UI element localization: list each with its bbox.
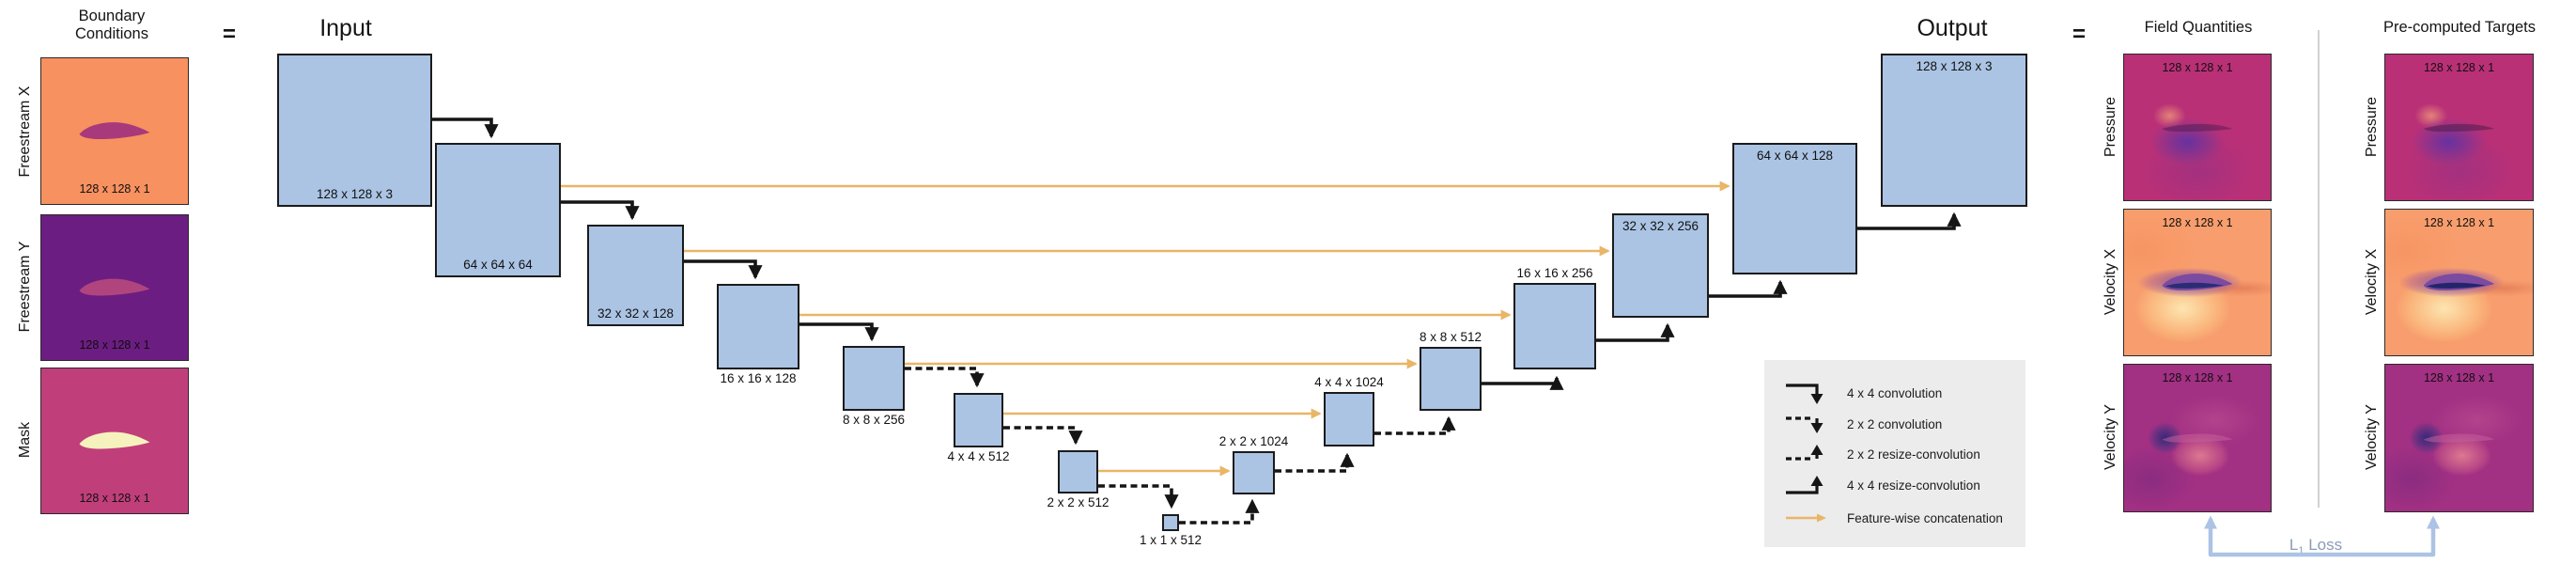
image-dims: 128 x 128 x 1 [2162, 371, 2233, 384]
fq-pressure-label: Pressure [2103, 96, 2118, 158]
conv2x2-arrow-icon [1786, 416, 1823, 433]
equals-sign-right: = [2072, 22, 2087, 47]
image-dims: 128 x 128 x 1 [2162, 61, 2233, 74]
airfoil-shape [79, 431, 150, 449]
pt-pressure-image: 128 x 128 x 1 [2384, 54, 2534, 201]
output-title: Output [1916, 15, 1988, 41]
pt-velocity-x-label: Velocity X [2364, 248, 2380, 316]
fq-pressure-image: 128 x 128 x 1 [2123, 54, 2272, 201]
legend-item-conv2x2: 2 x 2 convolution [1781, 411, 1942, 437]
freestream-x-image: 128 x 128 x 1 [40, 57, 189, 205]
precomputed-targets-title: Pre-computed Targets [2382, 19, 2537, 36]
legend-item-resize-conv2x2: 2 x 2 resize-convolution [1781, 441, 1980, 467]
airfoil-shape [2423, 433, 2495, 443]
airfoil-shape [2423, 123, 2495, 133]
conv2x2-arrows [905, 367, 1179, 509]
unet-block-dec-2x2x1024: 2 x 2 x 1024 [1219, 434, 1288, 494]
image-dims: 128 x 128 x 1 [2423, 216, 2495, 229]
airfoil-shape [79, 122, 150, 140]
mask-image: 128 x 128 x 1 [40, 368, 189, 514]
input-title: Input [319, 15, 372, 41]
image-dims: 128 x 128 x 1 [2423, 61, 2495, 74]
concat-arrow-icon [1786, 513, 1826, 523]
airfoil-shape [2162, 123, 2233, 133]
freestream-y-image: 128 x 128 x 1 [40, 214, 189, 361]
unet-block-output-128x128x3: 128 x 128 x 3 [1881, 54, 2027, 207]
unet-block-bottleneck-1x1x512: 1 x 1 x 512 [1140, 514, 1202, 547]
unet-block-enc-32x32x128: 32 x 32 x 128 [587, 225, 684, 326]
freestream-y-label: Freestream Y [17, 241, 33, 333]
unet-block-dec-64x64x128: 64 x 64 x 128 [1732, 138, 1862, 274]
unet-block-enc-16x16x128: 16 x 16 x 128 [717, 284, 799, 385]
unet-block-dec-32x32x256: 32 x 32 x 256 [1612, 209, 1714, 318]
airfoil-shape [2162, 274, 2233, 291]
fq-velocity-y-image: 128 x 128 x 1 [2123, 364, 2272, 512]
mask-label: Mask [17, 421, 33, 459]
equals-sign-left: = [222, 22, 237, 47]
resize-conv2x2-arrow-icon [1786, 445, 1823, 461]
airfoil-shape [2423, 274, 2495, 291]
image-dims: 128 x 128 x 1 [79, 182, 150, 196]
airfoil-shape [79, 278, 150, 296]
pt-velocity-y-image: 128 x 128 x 1 [2384, 364, 2534, 512]
field-quantities-title: Field Quantities [2144, 19, 2253, 36]
fq-velocity-y-label: Velocity Y [2103, 404, 2118, 470]
image-dims: 128 x 128 x 1 [79, 492, 150, 505]
legend-box: 4 x 4 convolution 2 x 2 convolution 2 x … [1764, 360, 2025, 547]
pt-velocity-y-label: Velocity Y [2364, 404, 2380, 470]
freestream-x-label: Freestream X [17, 86, 33, 178]
fq-velocity-x-image: 128 x 128 x 1 [2123, 209, 2272, 356]
unet-block-enc-8x8x256: 8 x 8 x 256 [843, 346, 905, 427]
image-dims: 128 x 128 x 1 [2423, 371, 2495, 384]
resize-conv4x4-arrow-icon [1786, 476, 1823, 494]
image-dims: 128 x 128 x 1 [79, 338, 150, 352]
conv4x4-arrow-icon [1786, 384, 1823, 404]
unet-block-enc-64x64x64: 64 x 64 x 64 [435, 143, 561, 277]
airfoil-shape [2162, 433, 2233, 443]
unet-block-dec-4x4x1024: 4 x 4 x 1024 [1314, 375, 1384, 446]
column-divider [2318, 30, 2320, 508]
unet-block-enc-2x2x512: 2 x 2 x 512 [1047, 450, 1110, 509]
unet-block-enc-4x4x512: 4 x 4 x 512 [947, 393, 1010, 463]
pt-velocity-x-image: 128 x 128 x 1 [2384, 209, 2534, 356]
unet-block-dec-16x16x256: 16 x 16 x 256 [1513, 266, 1601, 369]
unet-block-input-128x128x3: 128 x 128 x 3 [277, 54, 432, 207]
l1-loss-label: L1 Loss [2289, 535, 2343, 557]
image-dims: 128 x 128 x 1 [2162, 216, 2233, 229]
legend-item-concat: Feature-wise concatenation [1781, 505, 2003, 531]
legend-item-conv4x4: 4 x 4 convolution [1781, 380, 1942, 406]
unet-block-dec-8x8x512: 8 x 8 x 512 [1420, 330, 1486, 411]
boundary-conditions-title: Boundary Conditions [75, 8, 148, 42]
fq-velocity-x-label: Velocity X [2103, 248, 2118, 316]
legend-item-resize-conv4x4: 4 x 4 resize-convolution [1781, 472, 1980, 498]
pt-pressure-label: Pressure [2364, 96, 2380, 158]
